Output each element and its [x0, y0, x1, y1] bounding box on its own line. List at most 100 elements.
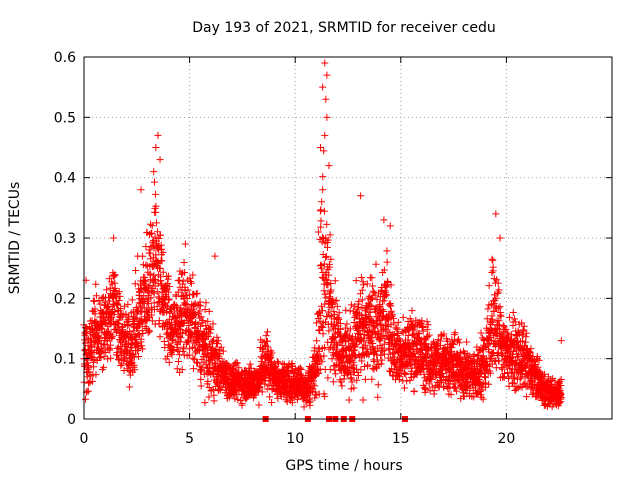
- data-point: [492, 210, 500, 218]
- data-point: [496, 234, 504, 242]
- data-point: [192, 347, 200, 355]
- data-point: [90, 363, 98, 371]
- x-tick-label: 0: [80, 431, 89, 447]
- data-point: [110, 311, 118, 319]
- data-point: [164, 352, 172, 360]
- data-point: [146, 281, 154, 289]
- data-point: [174, 333, 182, 341]
- data-point: [183, 295, 191, 303]
- data-point: [113, 301, 121, 309]
- data-point: [152, 202, 160, 210]
- data-point: [117, 305, 125, 313]
- data-point: [321, 131, 329, 139]
- data-point: [233, 359, 241, 367]
- data-point: [324, 374, 332, 382]
- data-point: [135, 353, 143, 361]
- data-point: [318, 198, 326, 206]
- data-point: [166, 342, 174, 350]
- data-point: [179, 277, 187, 285]
- data-point: [488, 255, 496, 263]
- data-point: [403, 377, 411, 385]
- data-point: [139, 345, 147, 353]
- data-point: [154, 131, 162, 139]
- data-point: [159, 248, 167, 256]
- data-point: [164, 295, 172, 303]
- data-point: [146, 220, 154, 228]
- data-point: [169, 346, 177, 354]
- data-point: [115, 288, 123, 296]
- data-point: [326, 312, 334, 320]
- data-point: [195, 301, 203, 309]
- data-point: [368, 274, 376, 282]
- x-tick-label: 15: [392, 431, 410, 447]
- data-point: [115, 296, 123, 304]
- data-point: [359, 396, 367, 404]
- data-point: [161, 343, 169, 351]
- data-point: [191, 300, 199, 308]
- data-point: [156, 333, 164, 341]
- data-point: [103, 286, 111, 294]
- data-point: [100, 363, 108, 371]
- data-point: [408, 307, 416, 315]
- data-point: [361, 375, 369, 383]
- data-point: [332, 370, 340, 378]
- data-point: [154, 243, 162, 251]
- data-point: [454, 335, 462, 343]
- data-point: [124, 300, 132, 308]
- data-point: [92, 371, 100, 379]
- data-point: [100, 353, 108, 361]
- data-point: [179, 330, 187, 338]
- data-point: [210, 391, 218, 399]
- data-point: [176, 338, 184, 346]
- data-point: [173, 365, 181, 373]
- data-point: [399, 313, 407, 321]
- y-tick-label: 0: [67, 412, 76, 428]
- data-point: [160, 337, 168, 345]
- data-point: [323, 220, 331, 228]
- data-point: [90, 297, 98, 305]
- data-point: [174, 358, 182, 366]
- data-point: [325, 345, 333, 353]
- data-point: [146, 327, 154, 335]
- data-point: [153, 303, 161, 311]
- data-point: [165, 358, 173, 366]
- data-point: [319, 173, 327, 181]
- data-point: [321, 59, 329, 67]
- data-point: [338, 382, 346, 390]
- data-point: [114, 355, 122, 363]
- data-point: [204, 317, 212, 325]
- data-point: [209, 320, 217, 328]
- data-point: [169, 336, 177, 344]
- data-point: [81, 345, 89, 353]
- data-point: [485, 282, 493, 290]
- data-point: [383, 247, 391, 255]
- data-point: [148, 317, 156, 325]
- data-point: [210, 336, 218, 344]
- data-point: [138, 319, 146, 327]
- chart-title: Day 193 of 2021, SRMTID for receiver ced…: [192, 20, 495, 36]
- data-point: [148, 229, 156, 237]
- data-point: [106, 341, 114, 349]
- x-tick-label: 20: [497, 431, 515, 447]
- data-point: [162, 308, 170, 316]
- data-point: [488, 269, 496, 277]
- data-point: [139, 252, 147, 260]
- data-point: [125, 383, 133, 391]
- data-point: [489, 263, 497, 271]
- data-point: [213, 340, 221, 348]
- data-point: [189, 354, 197, 362]
- data-point: [85, 368, 93, 376]
- data-point: [137, 335, 145, 343]
- data-point: [348, 378, 356, 386]
- data-point: [369, 287, 377, 295]
- data-point: [101, 318, 109, 326]
- data-point: [231, 395, 239, 403]
- data-point: [238, 400, 246, 408]
- data-point: [108, 332, 116, 340]
- data-point: [356, 290, 364, 298]
- data-point: [485, 380, 493, 388]
- data-point: [110, 317, 118, 325]
- data-point: [145, 246, 153, 254]
- data-point: [217, 343, 225, 351]
- y-tick-label: 0.4: [54, 171, 76, 187]
